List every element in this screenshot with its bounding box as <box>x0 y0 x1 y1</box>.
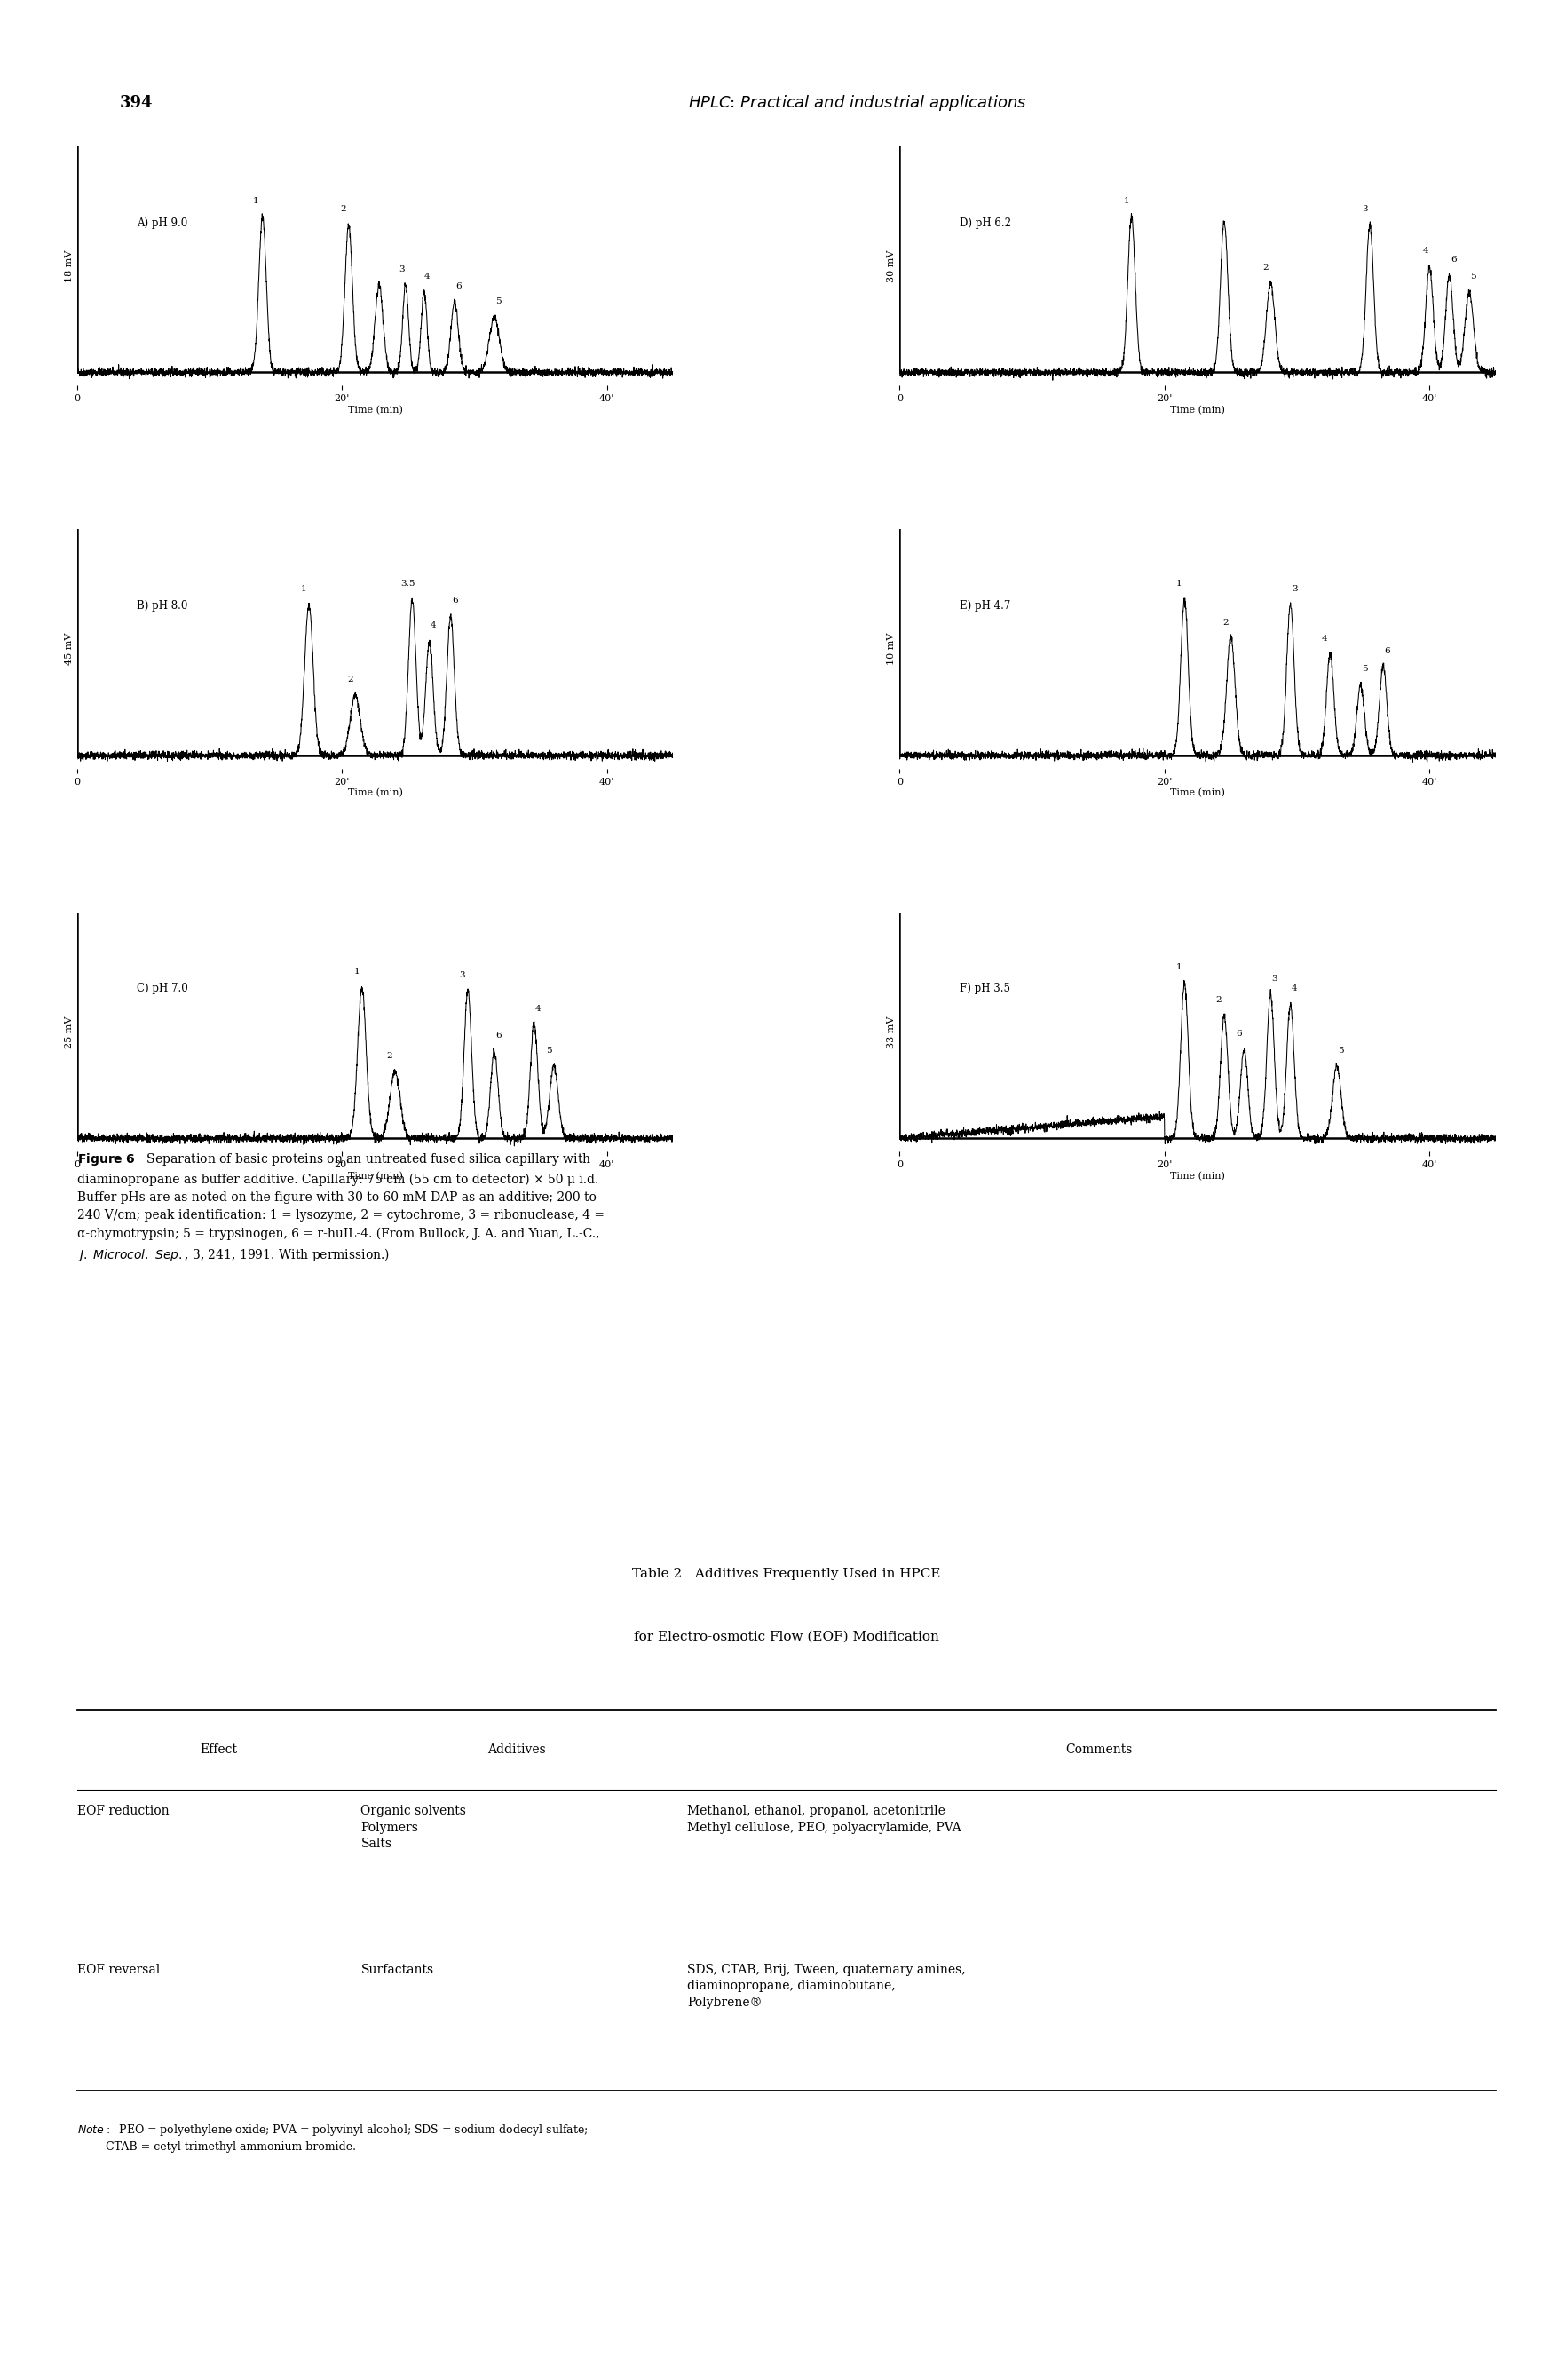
X-axis label: Time (min): Time (min) <box>1170 405 1226 414</box>
Text: 5: 5 <box>1470 271 1476 281</box>
Text: 4: 4 <box>430 621 436 631</box>
Y-axis label: 10 mV: 10 mV <box>887 633 896 664</box>
Text: 1: 1 <box>253 198 259 205</box>
Text: EOF reversal: EOF reversal <box>77 1963 160 1975</box>
Text: 3: 3 <box>399 267 404 274</box>
Text: 3.5: 3.5 <box>401 581 416 588</box>
Y-axis label: 30 mV: 30 mV <box>887 250 896 283</box>
X-axis label: Time (min): Time (min) <box>1170 788 1226 797</box>
Text: 3: 3 <box>1362 205 1368 214</box>
Text: 1: 1 <box>1177 581 1183 588</box>
Text: $HPLC$: $\it{Practical\ and\ industrial\ applications}$: $HPLC$: $\it{Practical\ and\ industrial\… <box>688 93 1027 112</box>
Text: 2: 2 <box>1263 264 1268 271</box>
Text: 4: 4 <box>535 1004 541 1014</box>
Text: 4: 4 <box>1321 635 1328 643</box>
Text: 6: 6 <box>455 283 461 290</box>
Text: 5: 5 <box>546 1047 552 1054</box>
Text: 1: 1 <box>1123 198 1129 205</box>
Text: 4: 4 <box>424 271 430 281</box>
Text: 2: 2 <box>1217 997 1221 1004</box>
Text: Surfactants: Surfactants <box>361 1963 433 1975</box>
Text: 4: 4 <box>1423 248 1428 255</box>
Y-axis label: 45 mV: 45 mV <box>65 633 74 664</box>
Text: 3: 3 <box>1272 973 1277 983</box>
Text: F) pH 3.5: F) pH 3.5 <box>959 983 1010 995</box>
Text: 6: 6 <box>1451 255 1456 264</box>
Text: SDS, CTAB, Brij, Tween, quaternary amines,
diaminopropane, diaminobutane,
Polybr: SDS, CTAB, Brij, Tween, quaternary amine… <box>688 1963 965 2009</box>
Text: 2: 2 <box>341 205 347 214</box>
Text: 4: 4 <box>1292 985 1297 992</box>
Text: 1: 1 <box>301 585 307 593</box>
Text: 394: 394 <box>120 95 153 112</box>
Text: 2: 2 <box>347 676 353 683</box>
Text: 1: 1 <box>1177 964 1183 971</box>
X-axis label: Time (min): Time (min) <box>347 788 402 797</box>
X-axis label: Time (min): Time (min) <box>347 1171 402 1180</box>
Text: Comments: Comments <box>1066 1745 1132 1756</box>
Text: 2: 2 <box>387 1052 393 1059</box>
Text: 6: 6 <box>1235 1031 1241 1038</box>
Text: 6: 6 <box>495 1031 501 1040</box>
Text: D) pH 6.2: D) pH 6.2 <box>959 217 1010 228</box>
Text: 3: 3 <box>460 971 466 978</box>
Y-axis label: 25 mV: 25 mV <box>65 1016 74 1047</box>
Text: A) pH 9.0: A) pH 9.0 <box>137 217 188 228</box>
X-axis label: Time (min): Time (min) <box>347 405 402 414</box>
Text: 3: 3 <box>1292 585 1297 593</box>
Text: $\it{Note:}$  PEO = polyethylene oxide; PVA = polyvinyl alcohol; SDS = sodium do: $\it{Note:}$ PEO = polyethylene oxide; P… <box>77 2123 588 2152</box>
Text: $\bf{Figure\ 6}$$\quad$Separation of basic proteins on an untreated fused silica: $\bf{Figure\ 6}$$\quad$Separation of bas… <box>77 1152 604 1264</box>
Text: C) pH 7.0: C) pH 7.0 <box>137 983 188 995</box>
Text: 5: 5 <box>1338 1047 1343 1054</box>
Text: E) pH 4.7: E) pH 4.7 <box>959 600 1010 612</box>
Text: 6: 6 <box>1385 647 1389 655</box>
Text: Organic solvents
Polymers
Salts: Organic solvents Polymers Salts <box>361 1804 466 1849</box>
Y-axis label: 18 mV: 18 mV <box>65 250 74 283</box>
Text: 5: 5 <box>1362 666 1368 674</box>
Text: Additives: Additives <box>487 1745 546 1756</box>
Text: B) pH 8.0: B) pH 8.0 <box>137 600 188 612</box>
Text: 6: 6 <box>452 597 458 605</box>
Text: Table 2   Additives Frequently Used in HPCE: Table 2 Additives Frequently Used in HPC… <box>632 1568 941 1580</box>
Text: 2: 2 <box>1223 619 1229 626</box>
Text: EOF reduction: EOF reduction <box>77 1804 170 1818</box>
X-axis label: Time (min): Time (min) <box>1170 1171 1226 1180</box>
Y-axis label: 33 mV: 33 mV <box>887 1016 896 1047</box>
Text: Methanol, ethanol, propanol, acetonitrile
Methyl cellulose, PEO, polyacrylamide,: Methanol, ethanol, propanol, acetonitril… <box>688 1804 961 1835</box>
Text: 1: 1 <box>353 969 359 976</box>
Text: Effect: Effect <box>200 1745 237 1756</box>
Text: 5: 5 <box>495 298 501 305</box>
Text: for Electro-osmotic Flow (EOF) Modification: for Electro-osmotic Flow (EOF) Modificat… <box>634 1630 939 1642</box>
